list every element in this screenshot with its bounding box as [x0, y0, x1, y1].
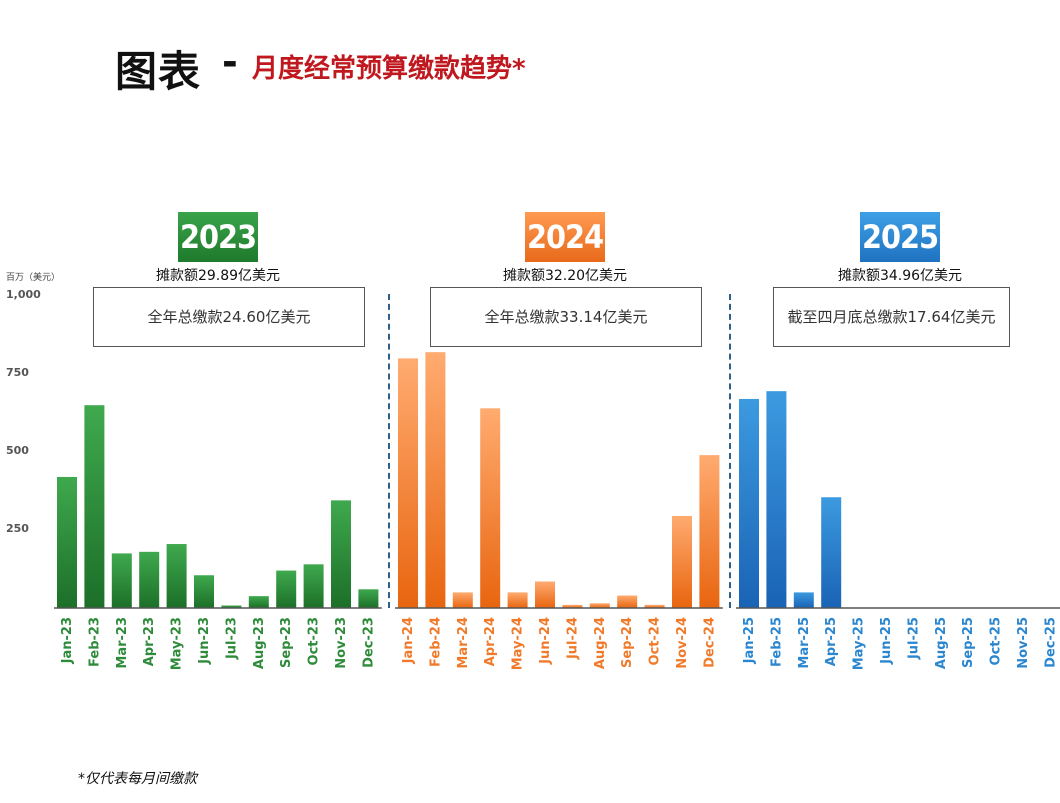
bar-jun-24: [535, 581, 555, 608]
x-tick-label-nov-24: Nov-24: [675, 617, 690, 669]
x-tick-label-dec-25: Dec-25: [1043, 617, 1058, 668]
bar-nov-23: [331, 500, 351, 608]
bar-nov-24: [672, 515, 692, 608]
x-tick-label-may-24: May-24: [511, 617, 526, 670]
y-tick-250: 250: [6, 522, 29, 535]
x-tick-label-feb-25: Feb-25: [769, 617, 784, 667]
bar-apr-23: [139, 551, 160, 608]
bar-may-23: [166, 544, 187, 608]
x-tick-label-sep-24: Sep-24: [620, 617, 635, 668]
x-tick-label-sep-25: Sep-25: [961, 617, 976, 668]
x-tick-label-jul-24: Jul-24: [565, 617, 580, 660]
year-badge-2024: 2024: [525, 212, 605, 262]
allocation-2023: 摊款额29.89亿美元: [155, 268, 281, 284]
x-tick-label-apr-23: Apr-23: [142, 617, 157, 666]
x-tick-label-may-25: May-25: [852, 617, 867, 670]
x-tick-label-dec-24: Dec-24: [702, 617, 717, 668]
bar-oct-23: [303, 564, 324, 608]
year-badge-2025: 2025: [860, 212, 940, 262]
bar-feb-23: [84, 405, 105, 608]
x-tick-label-aug-25: Aug-25: [934, 617, 949, 669]
bar-may-24: [507, 592, 528, 608]
x-tick-label-dec-23: Dec-23: [361, 617, 376, 668]
total-box-2024: 全年总缴款33.14亿美元: [430, 287, 702, 347]
total-box-2023: 全年总缴款24.60亿美元: [93, 287, 365, 347]
allocation-2025: 摊款额34.96亿美元: [837, 268, 963, 284]
bar-feb-25: [766, 391, 787, 608]
x-tick-label-jul-25: Jul-25: [906, 617, 921, 660]
bar-aug-23: [248, 596, 269, 608]
x-tick-label-jan-25: Jan-25: [742, 617, 757, 664]
x-tick-label-jan-23: Jan-23: [60, 617, 75, 664]
bar-dec-23: [358, 589, 379, 608]
x-tick-label-apr-24: Apr-24: [483, 617, 498, 666]
allocation-2024: 摊款额32.20亿美元: [502, 268, 628, 284]
x-tick-label-aug-23: Aug-23: [252, 617, 267, 669]
bar-sep-23: [276, 570, 297, 608]
x-tick-label-mar-24: Mar-24: [456, 617, 471, 669]
x-tick-label-jul-23: Jul-23: [224, 617, 239, 660]
bar-apr-25: [821, 497, 842, 608]
bar-feb-24: [425, 352, 446, 608]
chart-subtitle: 月度经常预算缴款趋势*: [252, 54, 526, 84]
bar-mar-24: [452, 592, 473, 608]
x-tick-label-nov-23: Nov-23: [334, 617, 349, 669]
title-dash: -: [222, 40, 238, 84]
x-tick-label-apr-25: Apr-25: [824, 617, 839, 666]
footnote: *仅代表每月间缴款: [78, 771, 197, 787]
x-tick-label-jan-24: Jan-24: [401, 617, 416, 664]
bar-jan-23: [57, 476, 77, 608]
x-tick-label-mar-25: Mar-25: [797, 617, 812, 669]
bar-jul-24: [562, 604, 583, 608]
y-tick-1000: 1,000: [6, 288, 41, 301]
bar-jan-25: [739, 398, 759, 608]
bar-aug-24: [589, 603, 610, 608]
y-tick-500: 500: [6, 444, 29, 457]
x-tick-label-nov-25: Nov-25: [1016, 617, 1031, 669]
year-badge-2023: 2023: [178, 212, 258, 262]
x-tick-label-oct-23: Oct-23: [307, 617, 322, 665]
bar-jan-24: [398, 358, 418, 608]
x-tick-label-may-23: May-23: [170, 617, 185, 670]
bar-dec-24: [699, 455, 720, 608]
panel-divider: [388, 294, 390, 608]
bar-mar-23: [111, 553, 132, 608]
bar-sep-24: [617, 595, 638, 608]
y-tick-750: 750: [6, 366, 29, 379]
bar-apr-24: [480, 408, 501, 608]
bar-jun-23: [194, 575, 214, 608]
x-tick-label-feb-24: Feb-24: [428, 617, 443, 667]
x-tick-label-mar-23: Mar-23: [115, 617, 130, 669]
x-tick-label-feb-23: Feb-23: [87, 617, 102, 667]
title-main: 图表: [115, 47, 202, 96]
total-box-2025: 截至四月底总缴款17.64亿美元: [773, 287, 1010, 347]
bar-oct-24: [644, 604, 665, 608]
x-tick-label-jun-25: Jun-25: [879, 617, 894, 665]
panel-divider: [729, 294, 731, 608]
x-tick-label-sep-23: Sep-23: [279, 617, 294, 668]
x-tick-label-oct-24: Oct-24: [648, 617, 663, 665]
bar-mar-25: [793, 592, 814, 608]
x-tick-label-oct-25: Oct-25: [989, 617, 1004, 665]
x-tick-label-jun-23: Jun-23: [197, 617, 212, 665]
x-tick-label-aug-24: Aug-24: [593, 617, 608, 669]
x-tick-label-jun-24: Jun-24: [538, 617, 553, 665]
bar-jul-23: [221, 605, 242, 608]
y-axis-unit-label: 百万（美元）: [6, 273, 61, 283]
